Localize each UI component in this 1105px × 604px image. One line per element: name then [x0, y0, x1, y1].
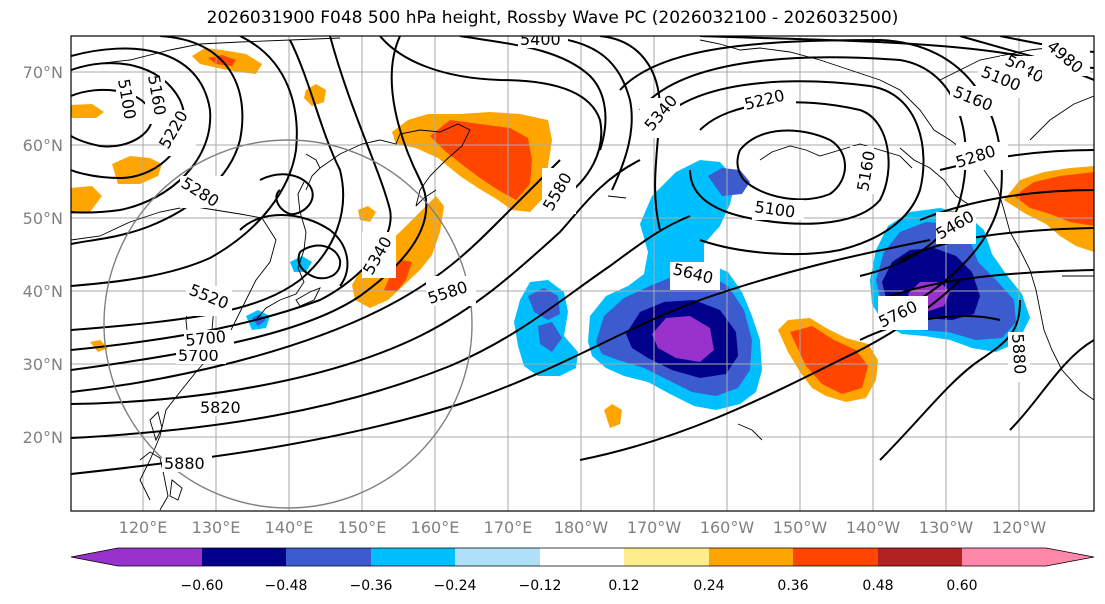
colorbar-tick-label: 0.24 [693, 578, 724, 594]
positive-anomaly-north-pacific-core [430, 120, 532, 200]
positive-anomaly-east-asia-core [384, 260, 412, 292]
contour-label: 5400 [520, 30, 561, 49]
contour-label: 5700 [184, 327, 226, 350]
latitude-labels: 70°N 60°N 50°N 40°N 30°N 20°N [23, 63, 63, 447]
colorbar-tick-label: −0.24 [434, 578, 477, 594]
positive-anomaly-small-7 [604, 404, 622, 428]
lon-label: 120°E [119, 518, 168, 537]
colorbar-tick-label: −0.60 [181, 578, 224, 594]
colorbar-tick-label: 0.48 [862, 578, 893, 594]
contour-labels: 5100 5160 5220 5280 5400 5340 5580 5520 … [114, 30, 1090, 473]
contour-label: 5700 [178, 346, 219, 365]
contour-label: 5880 [164, 454, 205, 473]
negative-anomaly-central-pacific-core [652, 316, 714, 362]
negative-anomaly-alaska [708, 168, 750, 196]
lon-label: 130°E [192, 518, 241, 537]
lon-label: 180°W [554, 518, 609, 537]
colorbar-swatch [878, 548, 962, 566]
colorbar-swatch [540, 548, 624, 566]
positive-anomaly-east-asia [352, 196, 444, 308]
colorbar-extend-max [1046, 548, 1094, 566]
lon-label: 170°E [484, 518, 533, 537]
plot-title: 2026031900 F048 500 hPa height, Rossby W… [206, 8, 899, 28]
colorbar-swatch [118, 548, 202, 566]
longitude-labels: 120°E 130°E 140°E 150°E 160°E 170°E 180°… [119, 518, 1047, 537]
colorbar-tick-label: −0.12 [519, 578, 562, 594]
lon-label: 150°W [773, 518, 828, 537]
lat-label: 70°N [23, 63, 63, 82]
lon-label: 130°W [919, 518, 974, 537]
colorbar-swatch [371, 548, 455, 566]
lon-label: 120°W [992, 518, 1047, 537]
colorbar-swatch [709, 548, 793, 566]
positive-anomaly-northeast-pacific-core [1014, 172, 1094, 226]
lon-label: 170°W [627, 518, 682, 537]
positive-anomaly-small-2 [71, 104, 104, 118]
lat-label: 30°N [23, 355, 63, 374]
colorbar-tick-label: −0.36 [350, 578, 393, 594]
contour-label: 5880 [1008, 333, 1030, 375]
lat-label: 40°N [23, 282, 63, 301]
colorbar-swatch [202, 548, 286, 566]
colorbar-ticks: −0.60 −0.48 −0.36 −0.24 −0.12 0.12 0.24 … [181, 578, 978, 594]
colorbar-swatch [455, 548, 540, 566]
negative-anomaly-small-japan [290, 256, 312, 272]
lon-label: 160°E [411, 518, 460, 537]
colorbar-tick-label: 0.12 [608, 578, 639, 594]
colorbar-swatch [624, 548, 709, 566]
colorbar-outline [70, 547, 1095, 567]
lon-label: 150°E [338, 518, 387, 537]
negative-anomaly-west-pacific-mid-2 [538, 322, 562, 352]
colorbar-tick-label: 0.36 [777, 578, 808, 594]
lon-label: 160°W [700, 518, 755, 537]
lat-label: 20°N [23, 428, 63, 447]
colorbar-swatches [70, 547, 1095, 567]
map-frame [70, 35, 1095, 512]
region-circle [103, 139, 473, 509]
lat-label: 60°N [23, 136, 63, 155]
lon-label: 140°W [846, 518, 901, 537]
positive-anomaly-small-4 [71, 186, 102, 214]
contour-label: 5820 [200, 398, 241, 417]
colorbar-swatch [962, 548, 1046, 566]
negative-anomaly-west-pacific-mid [528, 288, 560, 320]
lon-label: 140°E [265, 518, 314, 537]
colorbar-tick-label: −0.48 [265, 578, 308, 594]
colorbar-extend-min [71, 548, 118, 566]
colorbar-swatch [793, 548, 878, 566]
positive-anomaly-central-pacific-core [790, 326, 868, 394]
height-contours [71, 36, 1094, 475]
lat-label: 50°N [23, 209, 63, 228]
colorbar-swatch [286, 548, 371, 566]
colorbar-tick-label: 0.60 [946, 578, 977, 594]
